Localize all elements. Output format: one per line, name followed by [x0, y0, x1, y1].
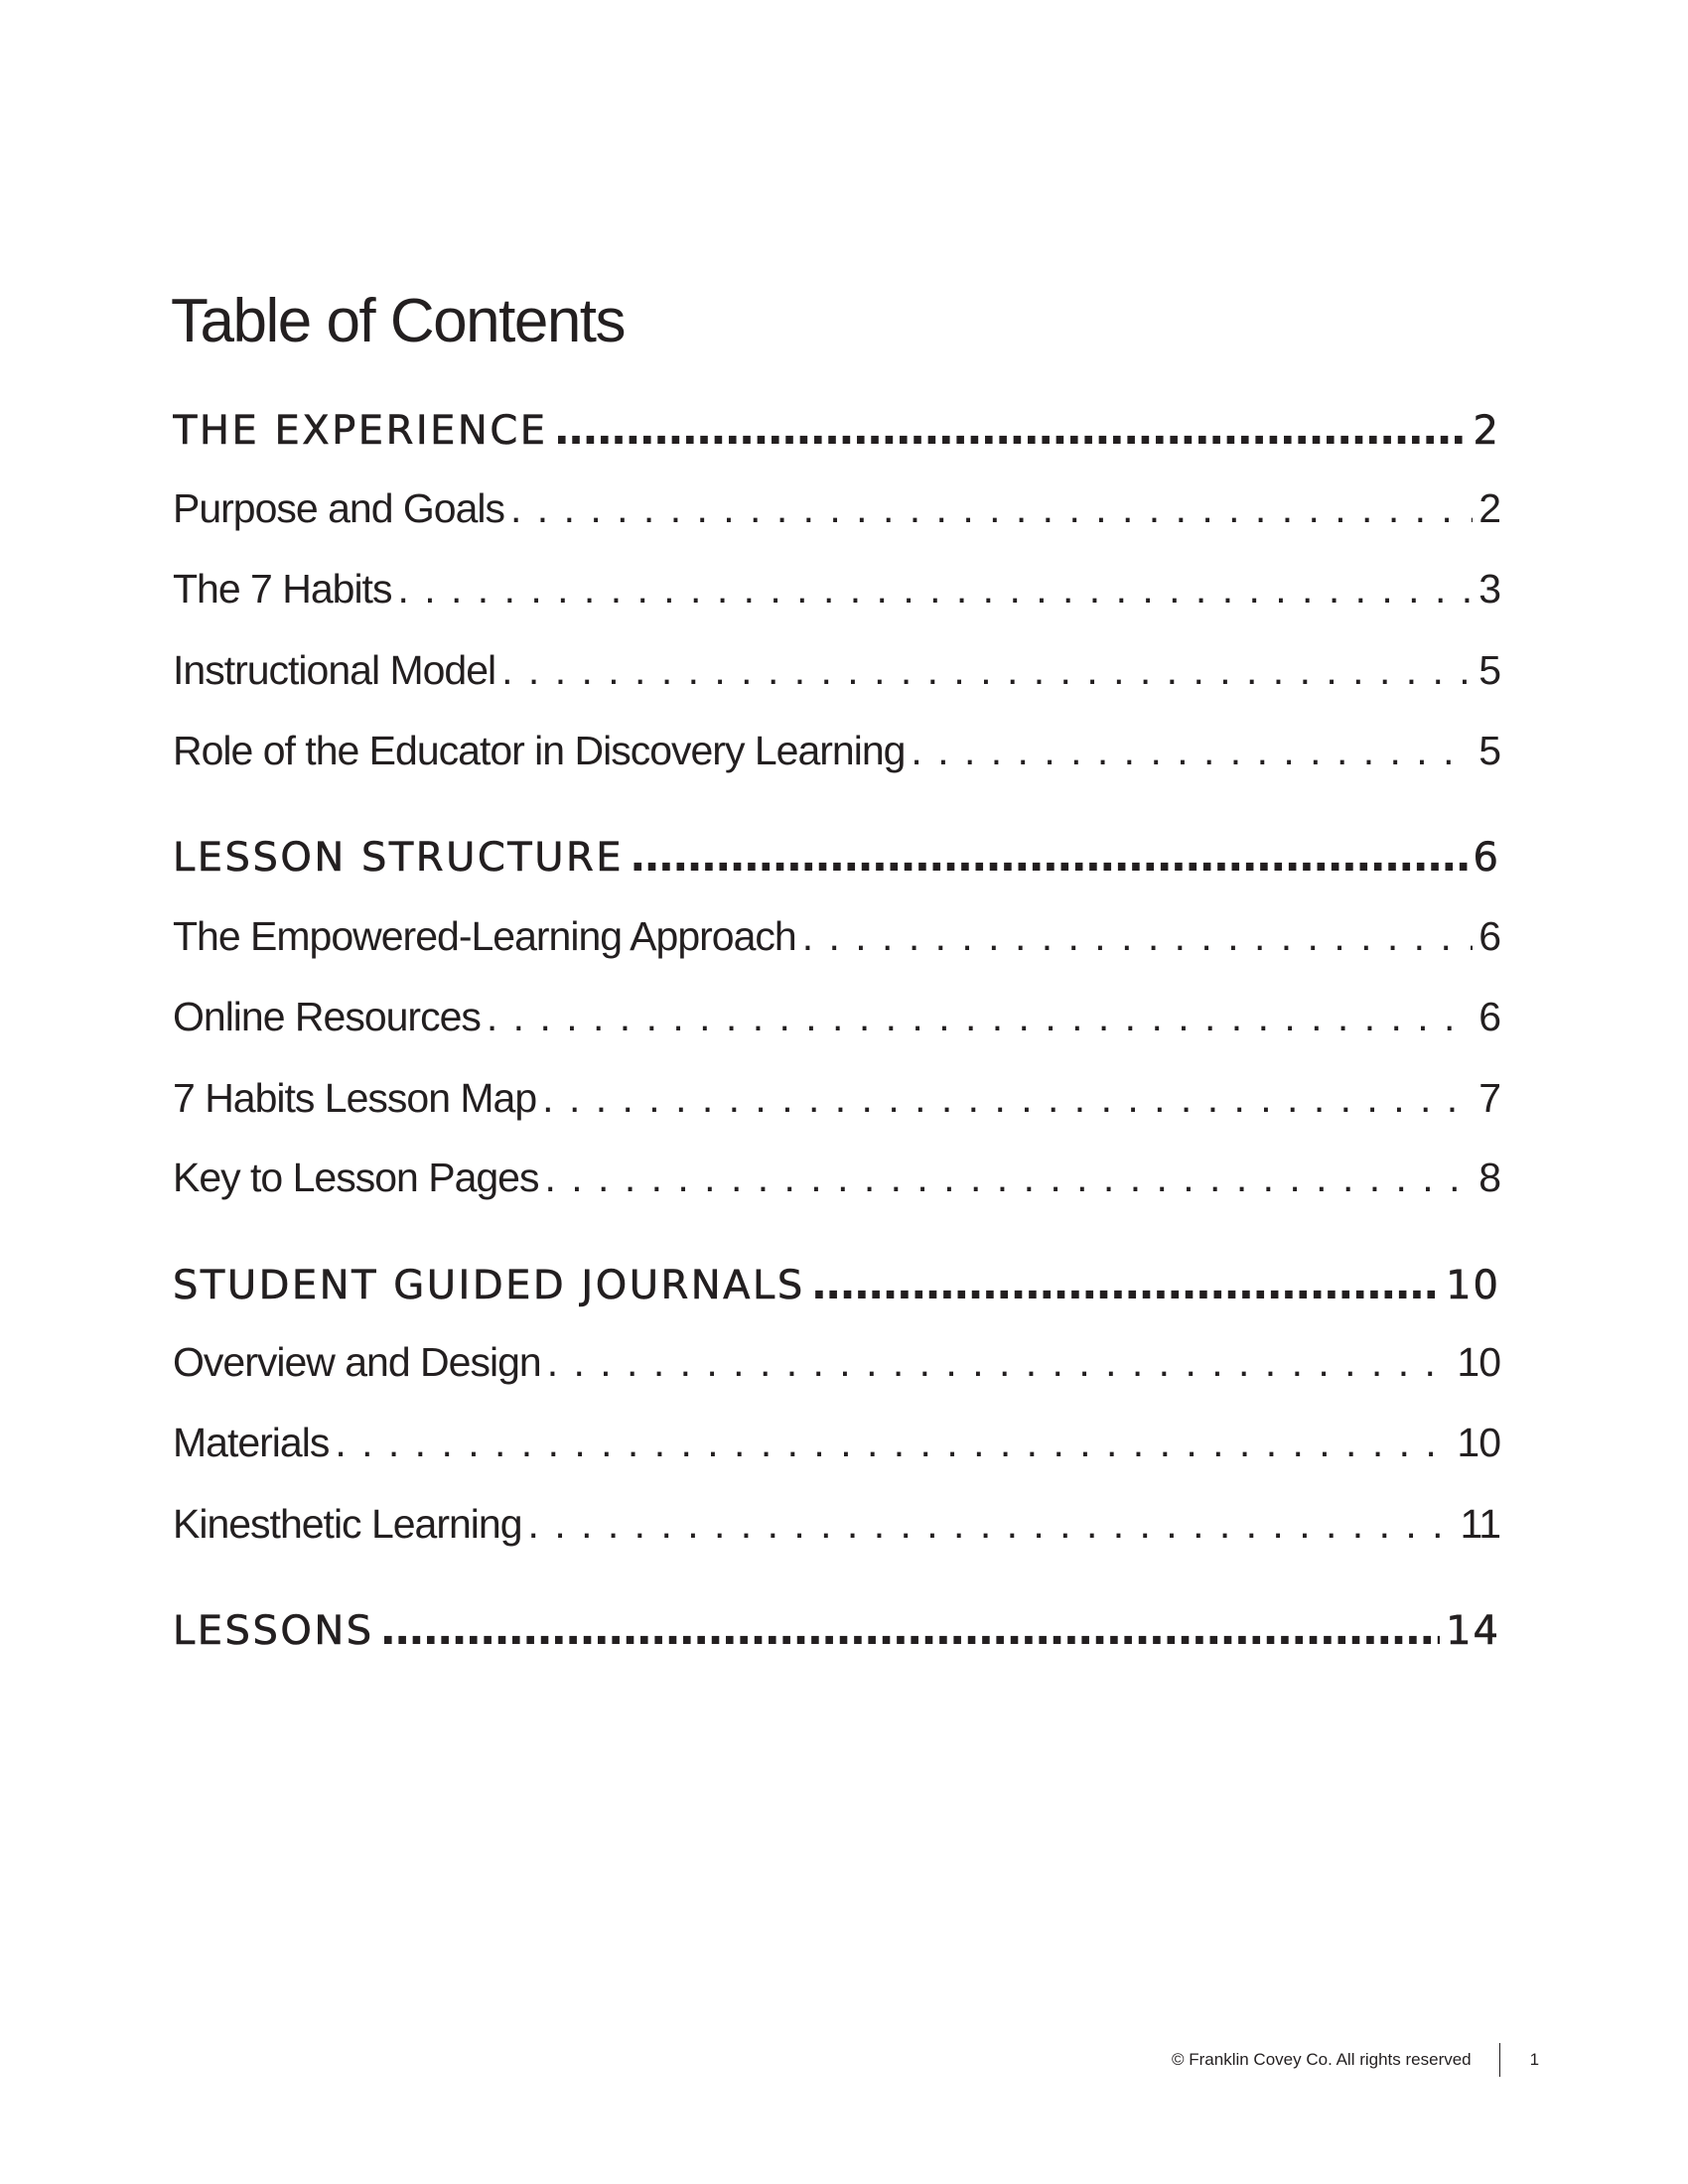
toc-entry[interactable]: Key to Lesson Pages 8 [173, 1155, 1500, 1201]
entry-page-number: 8 [1478, 1155, 1500, 1200]
entry-title: 7 Habits Lesson Map [173, 1075, 537, 1121]
entry-title: Materials [173, 1420, 330, 1465]
toc-entry[interactable]: The 7 Habits 3 [173, 566, 1500, 613]
dot-leader [547, 1339, 1452, 1386]
entry-title: Kinesthetic Learning [173, 1501, 523, 1547]
toc-entry[interactable]: 7 Habits Lesson Map 7 [173, 1075, 1500, 1122]
entry-title: Instructional Model [173, 647, 496, 693]
entry-page-number: 10 [1446, 1263, 1500, 1309]
entry-page-number: 5 [1478, 728, 1500, 773]
entry-title: STUDENT GUIDED JOURNALS [173, 1263, 805, 1309]
entry-page-number: 10 [1457, 1339, 1500, 1385]
dot-leader [811, 1260, 1440, 1309]
toc-entry[interactable]: Kinesthetic Learning 11 [173, 1501, 1500, 1548]
toc-section-heading[interactable]: THE EXPERIENCE 2 [173, 405, 1500, 455]
entry-title: LESSONS [173, 1608, 374, 1655]
toc-section-heading[interactable]: STUDENT GUIDED JOURNALS 10 [173, 1260, 1500, 1309]
entry-page-number: 6 [1478, 994, 1500, 1039]
entry-title: LESSON STRUCTURE [173, 835, 625, 882]
page-number: 1 [1529, 2050, 1540, 2069]
entry-page-number: 6 [1473, 835, 1500, 882]
dot-leader [510, 485, 1473, 532]
entry-page-number: 14 [1446, 1608, 1500, 1655]
dot-leader [911, 728, 1473, 774]
toc-section-heading[interactable]: LESSONS 14 [173, 1605, 1500, 1655]
entry-title: Online Resources [173, 994, 482, 1039]
entry-page-number: 6 [1478, 913, 1500, 959]
copyright-text: © Franklin Covey Co. All rights reserved [1172, 2050, 1472, 2069]
dot-leader [542, 1075, 1473, 1122]
dot-leader [487, 994, 1473, 1040]
entry-page-number: 11 [1460, 1501, 1500, 1547]
entry-page-number: 10 [1457, 1420, 1500, 1465]
toc-entry[interactable]: Purpose and Goals 2 [173, 485, 1500, 532]
dot-leader [554, 405, 1468, 455]
entry-title: The 7 Habits [173, 566, 392, 612]
entry-title: Role of the Educator in Discovery Learni… [173, 728, 906, 773]
toc-entry[interactable]: Materials 10 [173, 1420, 1500, 1466]
entry-page-number: 2 [1473, 408, 1500, 455]
footer: © Franklin Covey Co. All rights reserved… [1172, 2040, 1549, 2080]
entry-page-number: 5 [1478, 647, 1500, 693]
entry-page-number: 2 [1478, 485, 1500, 531]
entry-title: THE EXPERIENCE [173, 408, 548, 455]
entry-title: Overview and Design [173, 1339, 542, 1385]
toc-entry[interactable]: Online Resources 6 [173, 994, 1500, 1040]
entry-title: The Empowered-Learning Approach [173, 913, 797, 959]
footer-divider [1498, 2043, 1500, 2077]
dot-leader [802, 913, 1474, 960]
dot-leader [397, 566, 1473, 613]
dot-leader [528, 1501, 1455, 1548]
toc-entry[interactable]: Overview and Design 10 [173, 1339, 1500, 1386]
page-title: Table of Contents [171, 287, 627, 355]
toc-section-heading[interactable]: LESSON STRUCTURE 6 [173, 832, 1500, 882]
dot-leader [501, 647, 1473, 694]
dot-leader [630, 832, 1467, 882]
toc-entry[interactable]: The Empowered-Learning Approach 6 [173, 913, 1500, 960]
entry-title: Purpose and Goals [173, 485, 505, 531]
entry-title: Key to Lesson Pages [173, 1155, 539, 1200]
entry-page-number: 7 [1478, 1075, 1500, 1121]
toc-entry[interactable]: Instructional Model 5 [173, 647, 1500, 694]
dot-leader [544, 1155, 1473, 1201]
dot-leader [335, 1420, 1451, 1466]
dot-leader [380, 1605, 1440, 1655]
toc-entry[interactable]: Role of the Educator in Discovery Learni… [173, 728, 1500, 774]
entry-page-number: 3 [1478, 566, 1500, 612]
